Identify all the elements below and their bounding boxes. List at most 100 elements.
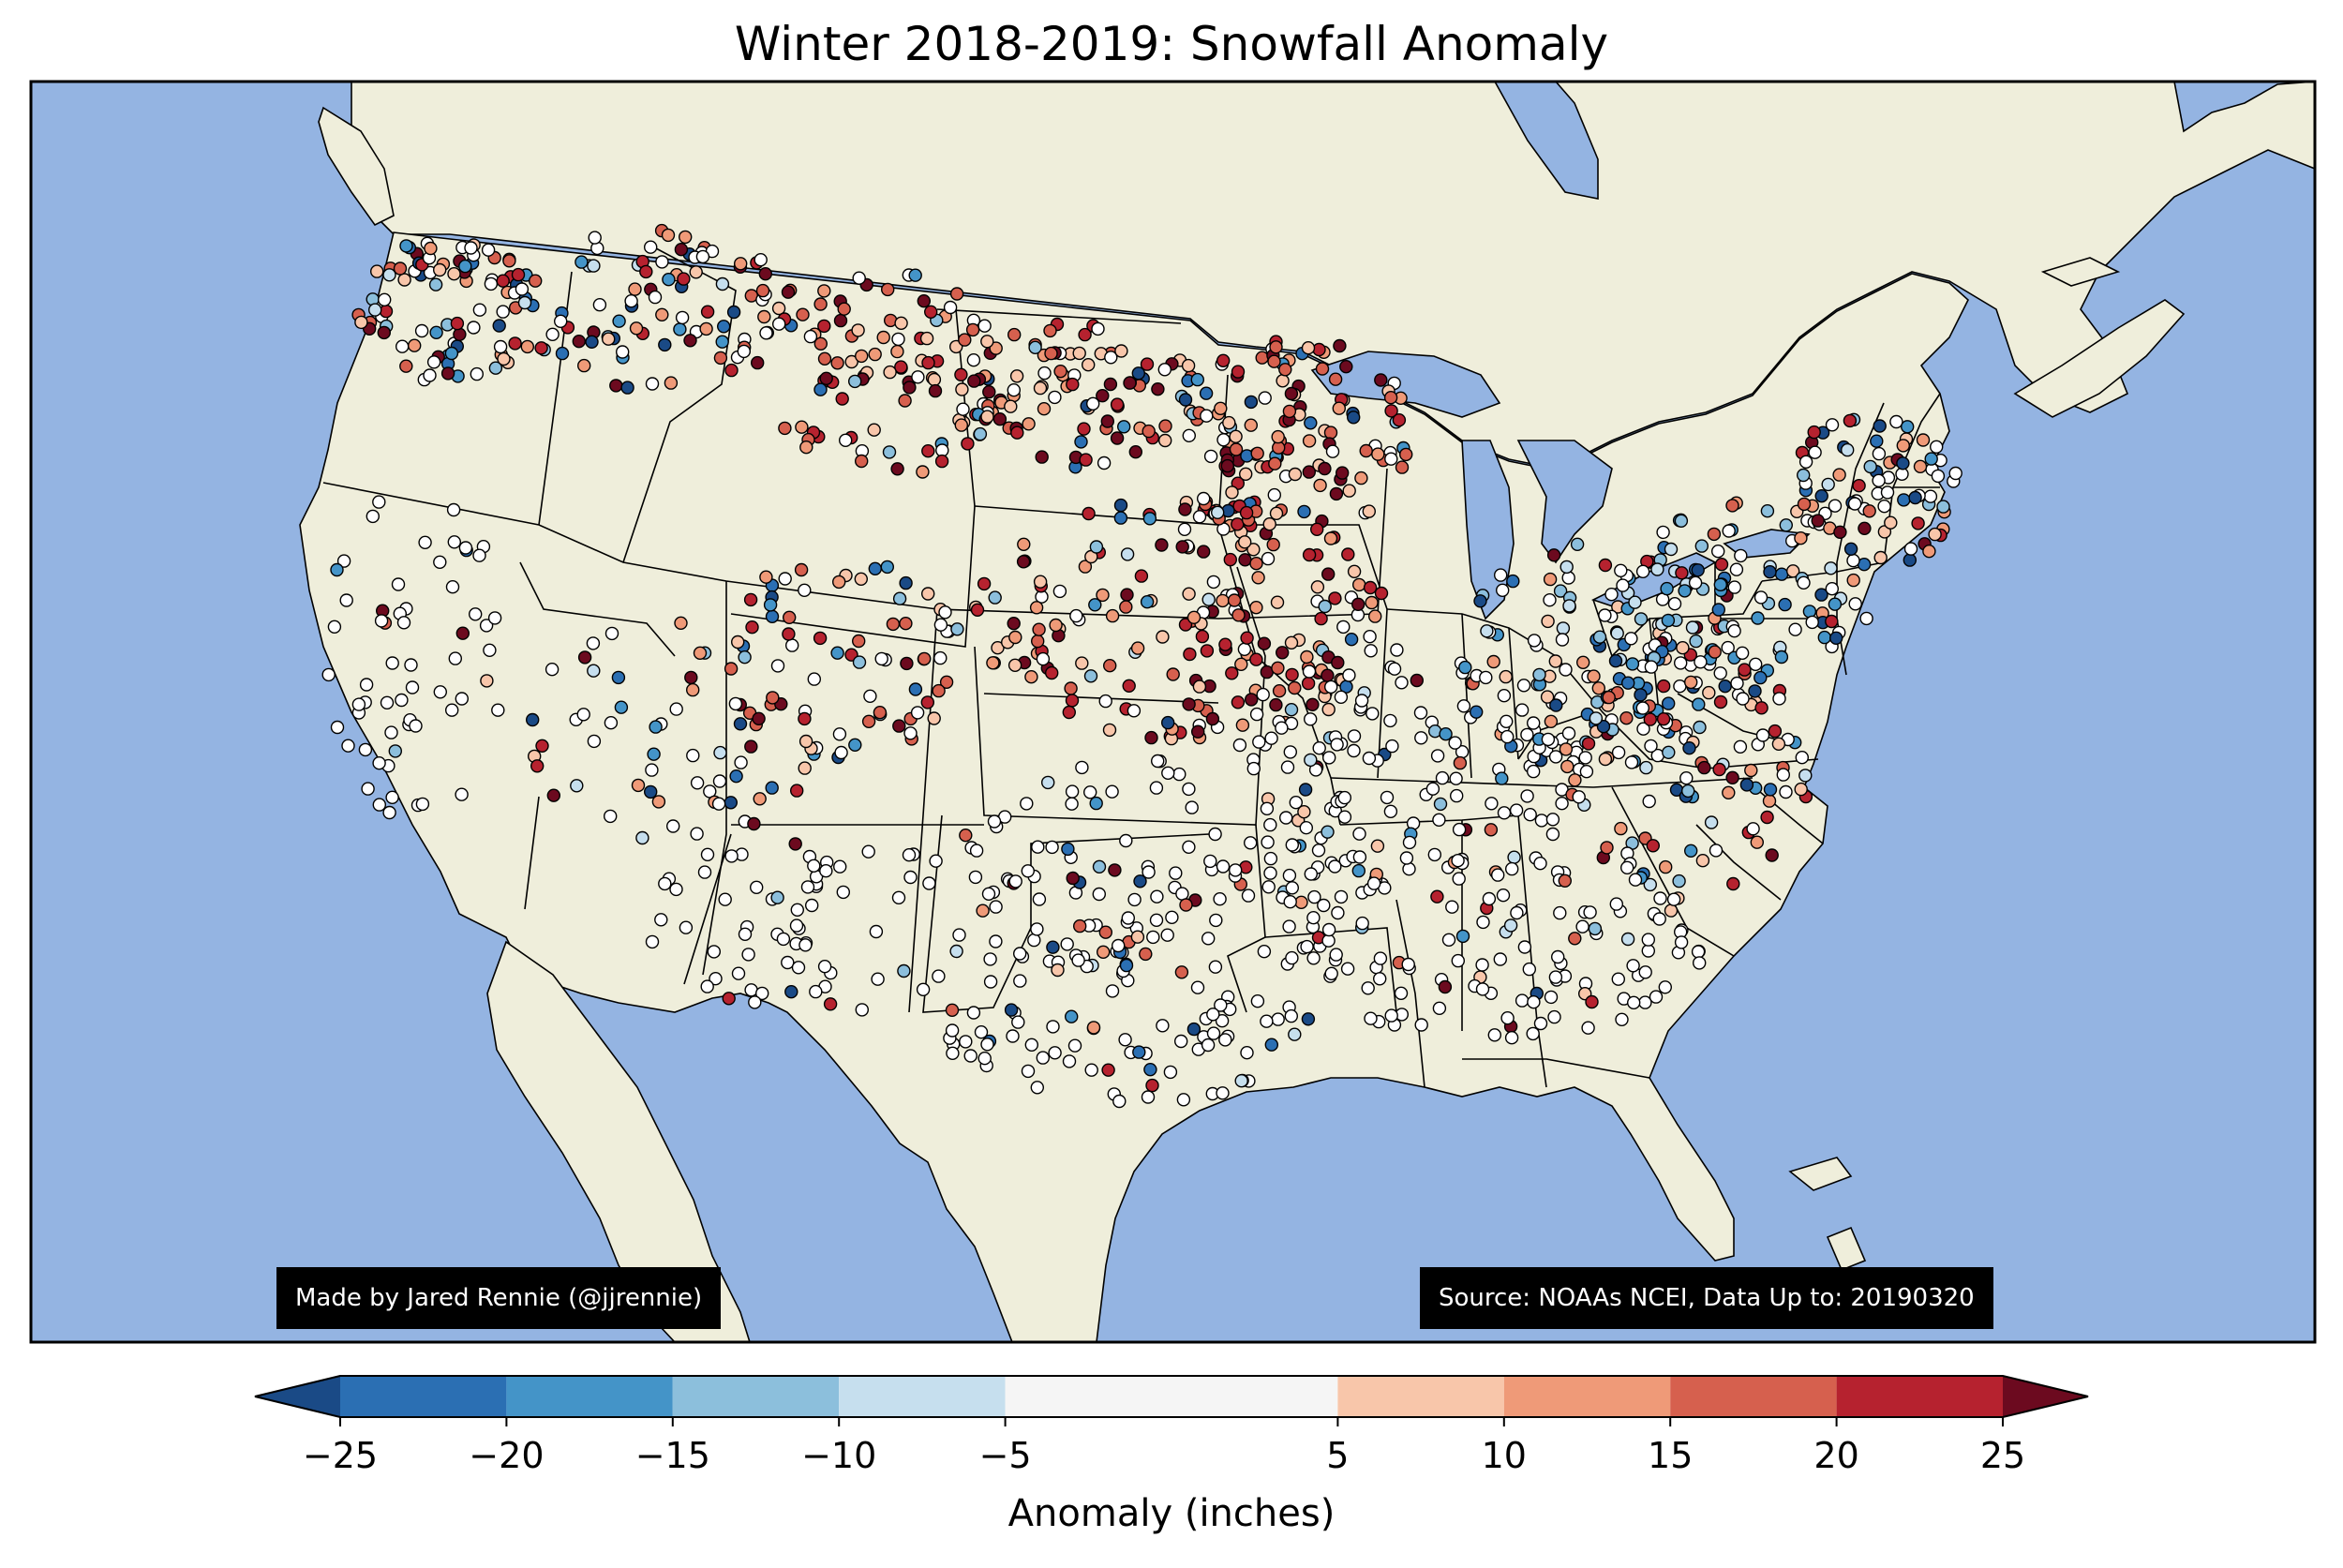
station-marker (1456, 699, 1471, 713)
station-marker (1241, 889, 1256, 903)
station-marker (1374, 586, 1389, 601)
station-marker (1863, 459, 1877, 474)
station-marker (1662, 745, 1676, 759)
station-marker (1021, 864, 1036, 878)
station-marker (1258, 391, 1272, 405)
station-marker (651, 795, 666, 809)
station-marker (1086, 1021, 1101, 1035)
station-marker (1401, 957, 1415, 972)
station-marker (382, 805, 396, 820)
station-marker (674, 616, 688, 630)
station-marker (921, 444, 935, 458)
station-marker (1736, 692, 1750, 706)
station-marker (1776, 768, 1791, 782)
station-marker (1151, 382, 1165, 396)
station-marker (728, 696, 743, 711)
station-marker (1190, 724, 1205, 739)
station-marker (1797, 575, 1811, 590)
station-marker (515, 282, 530, 296)
station-marker (1754, 670, 1768, 685)
station-marker (1288, 680, 1302, 695)
station-marker (1215, 1013, 1230, 1028)
station-marker (1111, 938, 1126, 953)
station-marker (1072, 918, 1087, 933)
station-marker (1102, 659, 1117, 673)
station-marker (1689, 634, 1703, 649)
station-marker (409, 719, 423, 733)
station-marker (989, 900, 1003, 914)
station-marker (1541, 614, 1555, 629)
station-marker (1347, 564, 1362, 578)
station-marker (1081, 358, 1096, 372)
colorbar-bin (340, 1376, 507, 1417)
station-marker (1688, 575, 1703, 590)
station-marker (447, 267, 461, 281)
station-marker (817, 959, 832, 974)
station-marker (1616, 578, 1630, 592)
station-marker (455, 626, 470, 640)
station-marker (726, 305, 741, 320)
colorbar-bin (1005, 1376, 1338, 1417)
station-marker (1260, 801, 1275, 815)
station-marker (1264, 1038, 1279, 1052)
station-marker (1160, 715, 1175, 730)
station-marker (1064, 681, 1078, 695)
station-marker (834, 745, 848, 760)
station-marker (1078, 560, 1093, 574)
station-marker (980, 335, 994, 349)
station-marker (754, 253, 768, 267)
station-marker (1114, 344, 1128, 358)
station-marker (903, 870, 918, 885)
station-marker (1620, 676, 1635, 690)
station-marker (1754, 590, 1768, 605)
station-marker (488, 361, 503, 375)
station-marker (1516, 679, 1531, 693)
station-marker (788, 837, 802, 851)
station-marker (1007, 617, 1021, 631)
station-marker (614, 700, 629, 714)
station-marker (336, 554, 351, 568)
station-marker (1284, 703, 1299, 717)
station-marker (894, 360, 908, 374)
station-marker (1044, 665, 1059, 680)
station-marker (713, 745, 727, 760)
station-marker (648, 290, 663, 305)
station-marker (1449, 788, 1464, 803)
station-marker (1329, 948, 1343, 962)
station-marker (330, 562, 344, 577)
station-marker (883, 365, 897, 380)
station-marker (1526, 764, 1541, 779)
station-marker (1526, 1026, 1540, 1041)
station-marker (1496, 889, 1511, 903)
station-marker (1032, 622, 1046, 636)
station-marker (1075, 760, 1089, 775)
station-marker (1011, 1015, 1025, 1029)
station-marker (520, 339, 534, 354)
station-marker (1150, 754, 1165, 769)
station-marker (1183, 647, 1197, 662)
station-marker (1231, 608, 1246, 622)
station-marker (628, 282, 642, 296)
station-marker (414, 323, 429, 338)
station-marker (587, 259, 601, 273)
station-marker (384, 725, 398, 739)
station-marker (848, 738, 862, 752)
station-marker (1071, 953, 1085, 967)
station-marker (1046, 940, 1060, 954)
station-marker (798, 938, 813, 952)
station-marker (1156, 1019, 1170, 1033)
station-marker (1177, 522, 1192, 536)
station-marker (1682, 741, 1696, 755)
station-marker (1666, 892, 1681, 906)
station-marker (943, 300, 958, 315)
station-marker (1250, 993, 1265, 1008)
station-marker (1635, 701, 1650, 715)
station-marker (1711, 603, 1726, 617)
station-marker (1119, 600, 1133, 614)
station-marker (1721, 640, 1735, 655)
station-marker (1908, 490, 1922, 505)
station-marker (908, 268, 922, 282)
station-marker (932, 969, 946, 983)
station-marker (1155, 538, 1169, 552)
station-marker (1658, 859, 1673, 874)
